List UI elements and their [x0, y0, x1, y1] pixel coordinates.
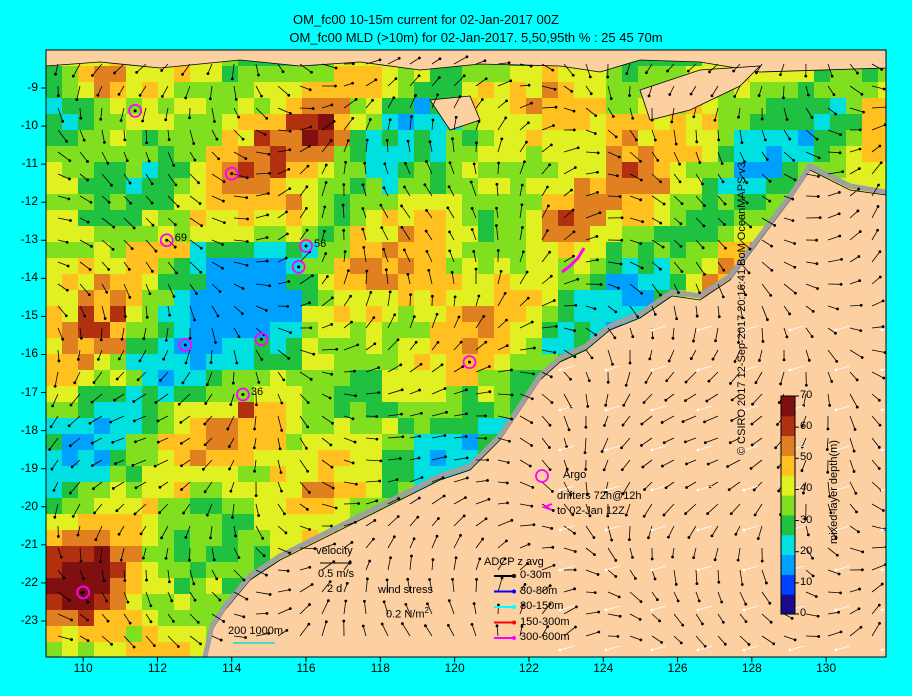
indonesian-islands	[46, 50, 886, 73]
lon-tick-label: 126	[667, 661, 688, 675]
legend-velocity: velocity	[316, 545, 353, 557]
adcp-legend-label: 80-150m	[520, 600, 564, 612]
colorbar-tick-label: 70	[800, 389, 813, 401]
colorbar-segment	[781, 554, 795, 575]
colorbar-segment	[781, 574, 795, 595]
lon-tick-label: 116	[296, 661, 316, 675]
colorbar-tick-label: 0	[800, 607, 807, 619]
map-frame	[45, 49, 887, 658]
colorbar-tick-label: 40	[800, 482, 813, 495]
colorbar-segment	[781, 594, 795, 615]
lat-tick-label: -23	[20, 612, 38, 627]
lat-tick-label: -10	[20, 118, 38, 133]
lat-tick-label: -14	[20, 270, 38, 285]
argo-float-marker	[299, 239, 313, 253]
lat-tick-label: -15	[20, 308, 38, 323]
argo-float-label: 36	[250, 386, 264, 399]
adcp-legend-label: 30-80m	[520, 584, 558, 597]
colorbar-tick-label: 20	[800, 544, 813, 557]
legend-argo-label: Argo	[563, 469, 587, 481]
lon-tick-label: 118	[370, 661, 390, 675]
colorbar-segment	[781, 514, 795, 536]
lat-tick-label: -17	[20, 384, 38, 399]
argo-float-marker	[159, 233, 174, 248]
legend-isobaths: 200 1000m	[228, 625, 284, 637]
lon-tick-label: 120	[444, 661, 465, 675]
lat-tick-label: -13	[20, 232, 38, 247]
map-plot-area	[46, 50, 886, 657]
colorbar-segment	[781, 495, 795, 516]
argo-float-label: 69	[174, 232, 187, 245]
legend-drifter-symbol	[541, 503, 553, 511]
lat-tick-label: -19	[20, 460, 38, 475]
lon-tick-label: 122	[518, 661, 539, 675]
colorbar-label: mixed-layer depth(m)	[828, 440, 840, 544]
lon-tick-label: 128	[741, 661, 762, 675]
lon-tick-label: 130	[816, 661, 837, 675]
legend-wind-stress: wind stress	[378, 584, 434, 596]
lat-tick-label: -16	[20, 346, 38, 361]
drifter-track	[561, 247, 586, 274]
lat-tick-label: -9	[27, 80, 38, 94]
colorbar-segment	[781, 475, 795, 496]
map-title-line1: OM_fc00 10-15m current for 02-Jan-2017 0…	[293, 12, 559, 27]
adcp-legend-label: 0-30m	[520, 569, 552, 581]
lat-tick-label: -18	[20, 422, 38, 437]
lat-tick-label: -11	[21, 156, 38, 171]
argo-float-marker	[76, 585, 91, 600]
colorbar-segment	[781, 534, 795, 556]
legend-wind-scale: 0.2 N/m2	[386, 606, 429, 621]
argo-float-marker	[178, 338, 193, 352]
legend-velocity-scale: 0.5 m/s	[318, 568, 355, 580]
lat-tick-label: -21	[20, 536, 38, 551]
colorbar-segment	[781, 415, 795, 437]
lon-tick-label: 110	[73, 661, 93, 675]
map-title-line2: OM_fc00 MLD (>10m) for 02-Jan-2017. 5,50…	[289, 30, 663, 45]
legend-adcp-title: ADCP z avg	[484, 556, 544, 568]
legend-drifters-line2: to 02-Jan 12Z	[557, 505, 625, 517]
argo-float-marker	[291, 260, 306, 274]
lon-tick-label: 114	[222, 661, 242, 675]
shelf-edge	[202, 162, 886, 657]
argo-float-marker	[224, 166, 239, 181]
sumba-island	[429, 95, 481, 131]
legend-velocity-days: 2 d	[327, 583, 343, 595]
lon-tick-label: 112	[147, 661, 167, 675]
argo-float-marker	[128, 103, 143, 118]
adcp-legend-label: 150-300m	[520, 615, 570, 628]
adcp-legend-label: 300-600m	[520, 631, 570, 643]
colorbar-tick-label: 60	[800, 420, 813, 433]
credit-text: © CSIRO 2017 12-Sep-2017 20:16:41 BoM Oc…	[736, 161, 748, 455]
colorbar-tick-label: 10	[800, 575, 813, 588]
legend-argo-symbol	[535, 469, 549, 483]
argo-float-marker	[462, 355, 477, 370]
argo-float-label: 56	[314, 237, 327, 250]
colorbar-segment	[781, 435, 795, 456]
legend-drifters-line1: drifters 72h@12h	[557, 490, 642, 502]
lat-tick-label: -22	[20, 574, 38, 589]
argo-float-marker	[235, 387, 250, 402]
colorbar-frame	[780, 395, 796, 615]
colorbar-tick-label: 30	[800, 513, 813, 526]
colorbar-segment	[781, 396, 795, 417]
lon-tick-label: 124	[593, 661, 614, 675]
argo-float-marker	[254, 332, 269, 347]
lat-tick-label: -12	[20, 194, 38, 209]
colorbar-segment	[781, 455, 795, 476]
lat-tick-label: -20	[20, 498, 38, 513]
colorbar-tick-label: 50	[800, 451, 813, 464]
